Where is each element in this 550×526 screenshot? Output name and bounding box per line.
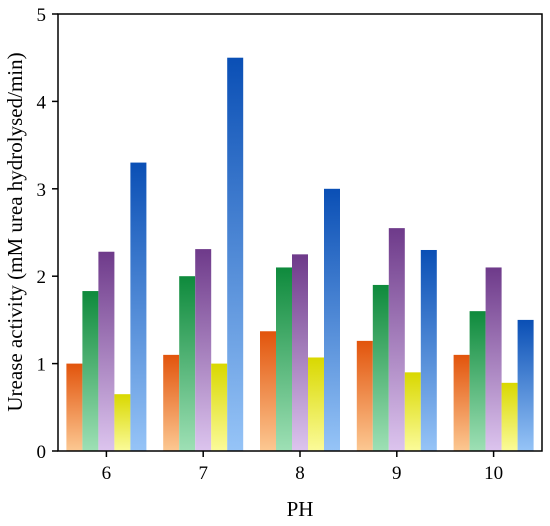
bar-ph7-series2 bbox=[179, 276, 196, 451]
bar-ph6-series4 bbox=[114, 394, 131, 451]
bar-ph8-series4 bbox=[308, 357, 324, 451]
bar-ph10-series4 bbox=[501, 382, 518, 451]
bars-group bbox=[66, 57, 534, 452]
bar-ph10-series3 bbox=[485, 267, 502, 451]
x-tick-label: 9 bbox=[392, 463, 402, 484]
bar-ph6-series3 bbox=[98, 251, 115, 451]
y-axis-title: Urease activity (mM urea hydrolysed/min) bbox=[3, 52, 27, 411]
bar-ph10-series2 bbox=[469, 311, 486, 451]
bar-ph10-series1 bbox=[453, 354, 470, 451]
x-tick-label: 8 bbox=[295, 463, 305, 484]
x-tick-label: 6 bbox=[102, 463, 112, 484]
bar-ph7-series4 bbox=[211, 363, 228, 451]
x-tick-label: 10 bbox=[484, 463, 503, 484]
x-axis-title: PH bbox=[287, 497, 314, 521]
bar-ph6-series1 bbox=[66, 363, 83, 451]
x-axis: 6 7 8 9 10 bbox=[102, 451, 503, 484]
bar-ph8-series5 bbox=[324, 188, 340, 452]
y-tick-label: 3 bbox=[37, 180, 47, 201]
y-tick-label: 1 bbox=[37, 355, 47, 376]
bar-ph9-series2 bbox=[372, 284, 389, 451]
bar-ph6-series5 bbox=[130, 162, 147, 451]
bar-ph6-series2 bbox=[82, 291, 99, 451]
bar-ph7-series1 bbox=[163, 354, 180, 451]
bar-ph8-series1 bbox=[260, 331, 276, 451]
bar-ph7-series3 bbox=[195, 249, 212, 451]
x-tick-label: 7 bbox=[198, 463, 208, 484]
bar-ph9-series5 bbox=[420, 249, 437, 451]
bar-ph10-series5 bbox=[517, 319, 534, 451]
y-tick-label: 2 bbox=[37, 267, 47, 288]
bar-ph8-series2 bbox=[276, 267, 292, 451]
bar-ph9-series1 bbox=[356, 340, 373, 451]
y-tick-label: 0 bbox=[37, 442, 47, 463]
bar-ph9-series4 bbox=[404, 372, 421, 451]
bar-ph7-series5 bbox=[227, 57, 244, 451]
bar-ph8-series3 bbox=[292, 254, 308, 451]
y-tick-label: 4 bbox=[37, 92, 47, 113]
y-tick-label: 5 bbox=[37, 5, 47, 26]
bar-ph9-series3 bbox=[388, 228, 405, 451]
y-axis: 0 1 2 3 4 5 bbox=[37, 5, 58, 463]
